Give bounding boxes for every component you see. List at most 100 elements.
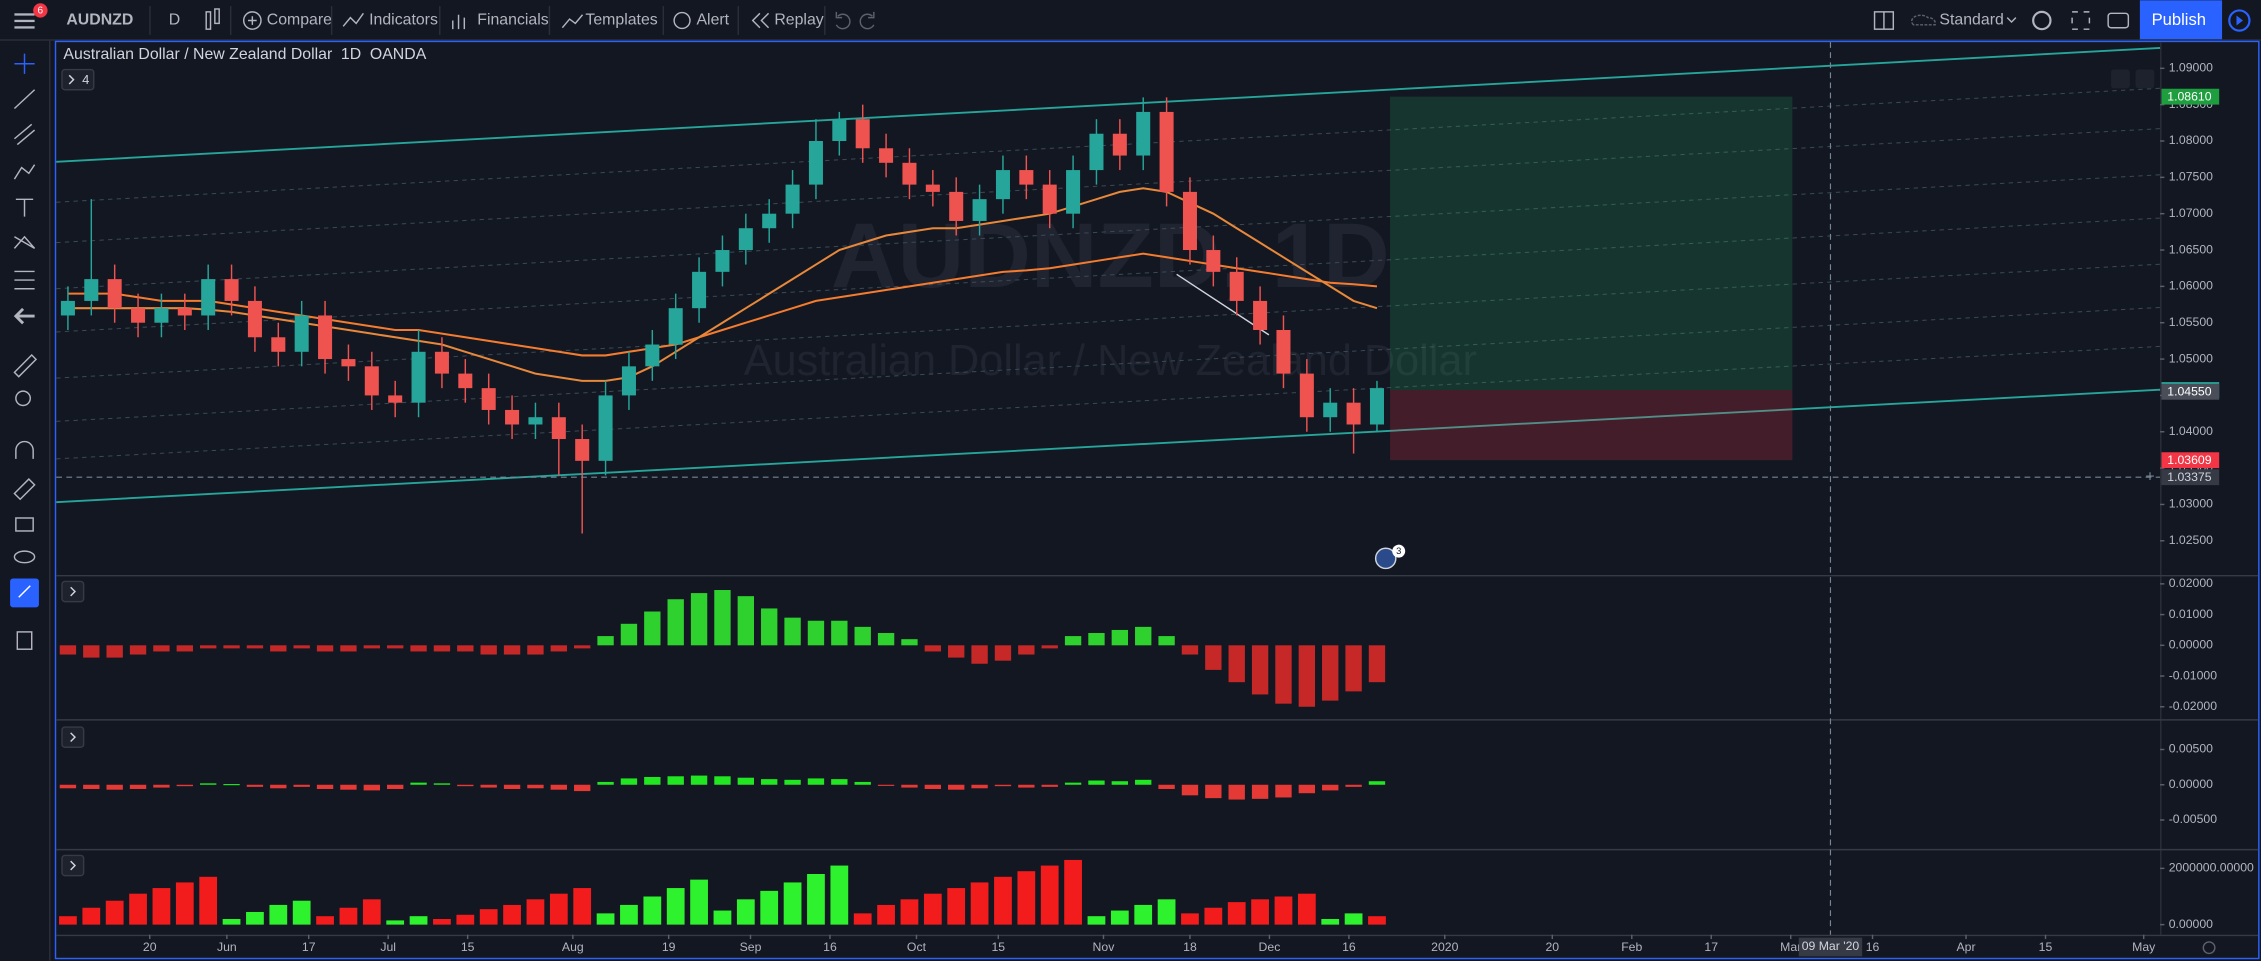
volume-bar bbox=[246, 911, 264, 925]
candle-body bbox=[271, 337, 286, 352]
histogram-bar bbox=[1345, 784, 1362, 787]
y-tick-label: 1.05000 bbox=[2169, 351, 2213, 365]
back-tool[interactable] bbox=[13, 307, 35, 325]
channel-upper[interactable] bbox=[56, 46, 2161, 163]
magnet-tool[interactable] bbox=[15, 440, 34, 459]
x-tick-label: 15 bbox=[2039, 940, 2053, 954]
volume-bar bbox=[1274, 896, 1293, 925]
y-tick-label: -0.00500 bbox=[2169, 812, 2218, 826]
x-tick-label: May bbox=[2132, 940, 2156, 954]
draw-mode-tool[interactable] bbox=[13, 478, 36, 501]
histogram-bar bbox=[223, 784, 240, 786]
volume-bar bbox=[316, 916, 334, 925]
chevron bbox=[70, 586, 77, 597]
chart-style-button[interactable] bbox=[205, 8, 220, 30]
histogram-bar bbox=[59, 645, 77, 655]
x-tick-label: 16 bbox=[823, 940, 837, 954]
x-tick-label: 18 bbox=[1183, 940, 1197, 954]
histogram-bar bbox=[1251, 645, 1269, 695]
plus-icon: + bbox=[2145, 468, 2154, 485]
financials-icon bbox=[452, 14, 466, 30]
histogram-bar bbox=[1275, 645, 1292, 704]
y-tick-label: 1.03000 bbox=[2169, 497, 2213, 511]
histogram-bar bbox=[503, 645, 521, 655]
channel-lower[interactable] bbox=[56, 388, 2161, 504]
candle-body bbox=[949, 191, 964, 221]
histogram-bar bbox=[1018, 784, 1035, 788]
candle-body bbox=[808, 141, 823, 185]
histogram-bar bbox=[316, 645, 334, 652]
candle-icon bbox=[214, 8, 220, 25]
pane-toggle[interactable] bbox=[61, 580, 85, 603]
pane-toggle[interactable] bbox=[61, 726, 85, 748]
watermark: AUDNZD, 1D bbox=[831, 203, 1390, 307]
histogram-bar bbox=[457, 645, 474, 652]
fullscreen-icon[interactable] bbox=[2071, 11, 2091, 30]
candle-body bbox=[505, 409, 520, 425]
settings-icon[interactable] bbox=[2032, 10, 2052, 31]
layout-name[interactable]: Standard bbox=[1939, 12, 2003, 29]
redo-icon[interactable] bbox=[859, 11, 875, 30]
indicator-toggle[interactable] bbox=[61, 68, 95, 91]
volume-bar bbox=[736, 899, 755, 925]
crosshair-tool[interactable] bbox=[14, 53, 35, 74]
histogram-bar bbox=[199, 645, 217, 649]
volume-bar bbox=[269, 904, 288, 925]
prediction-tool[interactable] bbox=[14, 270, 35, 290]
trash-tool[interactable] bbox=[16, 631, 33, 650]
histogram-bar bbox=[807, 620, 825, 646]
toolbar-button[interactable]: Indicators bbox=[369, 12, 438, 29]
candle-body bbox=[668, 308, 683, 345]
lock-tool[interactable] bbox=[15, 517, 34, 532]
pane-toggle[interactable] bbox=[61, 854, 85, 877]
volume-bar bbox=[596, 913, 615, 925]
histogram-bar bbox=[574, 784, 591, 792]
x-tick-label: 15 bbox=[991, 940, 1005, 954]
replay-panel-button[interactable] bbox=[2228, 9, 2251, 32]
events-icon[interactable] bbox=[1374, 547, 1397, 570]
toolbar-button[interactable]: Compare bbox=[267, 12, 332, 29]
x-tick-label: Aug bbox=[562, 940, 584, 954]
pattern-tool[interactable] bbox=[13, 235, 36, 249]
histogram-bar bbox=[877, 784, 895, 786]
candle-body bbox=[60, 300, 75, 316]
text-tool[interactable] bbox=[15, 198, 34, 217]
measure-tool[interactable] bbox=[13, 354, 38, 378]
candle-body bbox=[1323, 402, 1338, 418]
reset-button[interactable] bbox=[2135, 69, 2155, 89]
interval[interactable]: D bbox=[169, 12, 180, 29]
symbol[interactable]: AUDNZD bbox=[66, 12, 133, 29]
publish-button[interactable] bbox=[2139, 0, 2223, 40]
fib-tool[interactable] bbox=[13, 123, 36, 146]
histogram-bar bbox=[644, 611, 661, 646]
histogram-bar bbox=[620, 623, 638, 646]
histogram-bar bbox=[293, 645, 310, 649]
volume-bar bbox=[386, 920, 405, 925]
histogram-bar bbox=[1018, 645, 1035, 655]
trend-line-tool[interactable] bbox=[13, 89, 36, 110]
histogram-bar bbox=[761, 779, 778, 785]
histogram-bar bbox=[784, 779, 801, 785]
candle-body bbox=[364, 366, 379, 396]
undo-icon[interactable] bbox=[835, 11, 851, 30]
zoom-tool[interactable] bbox=[15, 390, 32, 407]
menu-button[interactable]: 6 bbox=[14, 3, 48, 29]
sync-tool[interactable] bbox=[10, 578, 39, 608]
histogram-bar bbox=[1251, 784, 1269, 799]
toolbar-button[interactable]: Templates bbox=[585, 12, 657, 29]
axis-settings[interactable] bbox=[2202, 941, 2216, 955]
brush-tool[interactable] bbox=[13, 164, 36, 180]
toolbar-button[interactable]: Financials bbox=[477, 12, 548, 29]
volume-bar bbox=[1087, 916, 1106, 925]
price-tag bbox=[2161, 383, 2220, 400]
moving-average bbox=[67, 252, 1378, 357]
toolbar-button[interactable]: Replay bbox=[774, 12, 823, 29]
toolbar-button[interactable]: Alert bbox=[696, 12, 729, 29]
snapshot-icon[interactable] bbox=[2107, 12, 2130, 29]
candle-body bbox=[1066, 170, 1081, 214]
visibility-tool[interactable] bbox=[13, 550, 36, 564]
volume-bar bbox=[713, 910, 732, 925]
scroll-button[interactable] bbox=[2111, 69, 2130, 89]
candle-body bbox=[762, 213, 777, 229]
x-tick-label: Nov bbox=[1093, 940, 1116, 954]
